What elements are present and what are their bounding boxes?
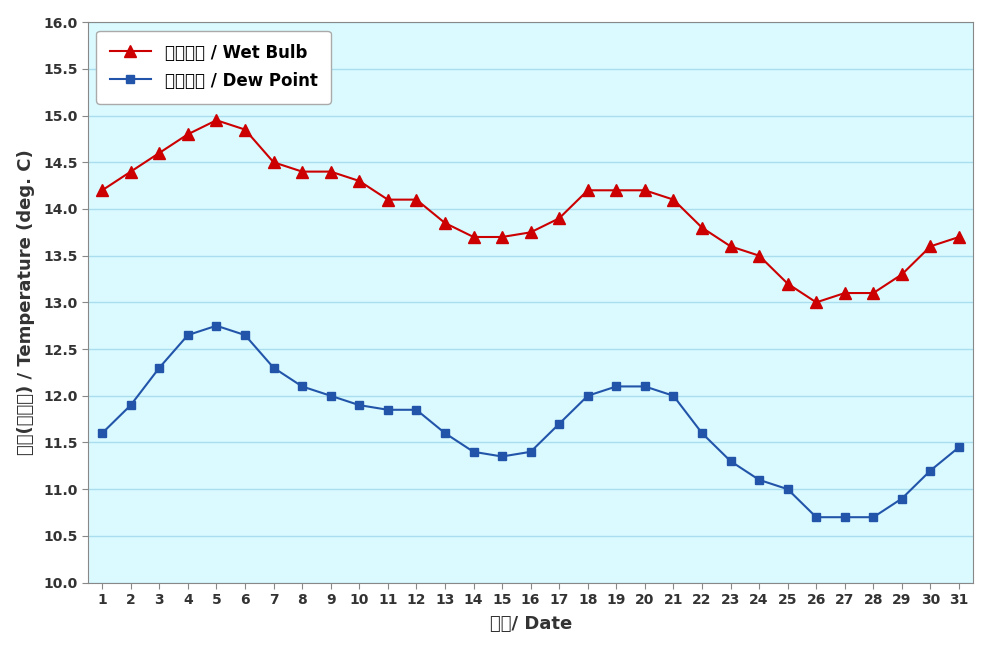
露點溫度 / Dew Point: [725, 457, 737, 465]
濥球溫度 / Wet Bulb: [582, 187, 594, 194]
濥球溫度 / Wet Bulb: [325, 168, 337, 176]
濥球溫度 / Wet Bulb: [296, 168, 308, 176]
濥球溫度 / Wet Bulb: [439, 219, 450, 227]
露點溫度 / Dew Point: [439, 429, 450, 437]
濥球溫度 / Wet Bulb: [667, 196, 679, 203]
露點溫度 / Dew Point: [867, 514, 879, 521]
濥球溫度 / Wet Bulb: [725, 242, 737, 250]
露點溫度 / Dew Point: [582, 392, 594, 400]
露點溫度 / Dew Point: [382, 406, 394, 413]
濥球溫度 / Wet Bulb: [353, 177, 365, 185]
濥球溫度 / Wet Bulb: [639, 187, 650, 194]
露點溫度 / Dew Point: [553, 420, 565, 428]
濥球溫度 / Wet Bulb: [211, 116, 223, 124]
濥球溫度 / Wet Bulb: [496, 233, 508, 241]
露點溫度 / Dew Point: [639, 383, 650, 391]
濥球溫度 / Wet Bulb: [525, 228, 537, 236]
露點溫度 / Dew Point: [411, 406, 423, 413]
露點溫度 / Dew Point: [267, 364, 279, 372]
露點溫度 / Dew Point: [211, 322, 223, 330]
濥球溫度 / Wet Bulb: [239, 125, 250, 133]
濥球溫度 / Wet Bulb: [953, 233, 965, 241]
露點溫度 / Dew Point: [525, 448, 537, 456]
濥球溫度 / Wet Bulb: [753, 252, 765, 259]
露點溫度 / Dew Point: [353, 401, 365, 409]
X-axis label: 日期/ Date: 日期/ Date: [489, 616, 572, 633]
露點溫度 / Dew Point: [153, 364, 165, 372]
濥球溫度 / Wet Bulb: [867, 289, 879, 297]
濥球溫度 / Wet Bulb: [553, 214, 565, 222]
露點溫度 / Dew Point: [925, 467, 937, 474]
濥球溫度 / Wet Bulb: [896, 270, 908, 278]
濥球溫度 / Wet Bulb: [125, 168, 137, 176]
露點溫度 / Dew Point: [953, 443, 965, 451]
濥球溫度 / Wet Bulb: [810, 298, 822, 306]
濥球溫度 / Wet Bulb: [96, 187, 108, 194]
露點溫度 / Dew Point: [467, 448, 479, 456]
濥球溫度 / Wet Bulb: [696, 224, 708, 231]
露點溫度 / Dew Point: [325, 392, 337, 400]
濥球溫度 / Wet Bulb: [925, 242, 937, 250]
濥球溫度 / Wet Bulb: [153, 149, 165, 157]
露點溫度 / Dew Point: [839, 514, 850, 521]
濥球溫度 / Wet Bulb: [411, 196, 423, 203]
露點溫度 / Dew Point: [611, 383, 623, 391]
濥球溫度 / Wet Bulb: [782, 280, 794, 287]
露點溫度 / Dew Point: [696, 429, 708, 437]
露點溫度 / Dew Point: [896, 495, 908, 502]
Line: 濥球溫度 / Wet Bulb: 濥球溫度 / Wet Bulb: [97, 114, 964, 308]
露點溫度 / Dew Point: [239, 331, 250, 339]
濥球溫度 / Wet Bulb: [382, 196, 394, 203]
濥球溫度 / Wet Bulb: [611, 187, 623, 194]
Legend: 濥球溫度 / Wet Bulb, 露點溫度 / Dew Point: 濥球溫度 / Wet Bulb, 露點溫度 / Dew Point: [96, 31, 331, 103]
露點溫度 / Dew Point: [810, 514, 822, 521]
露點溫度 / Dew Point: [182, 331, 194, 339]
露點溫度 / Dew Point: [753, 476, 765, 484]
露點溫度 / Dew Point: [667, 392, 679, 400]
露點溫度 / Dew Point: [96, 429, 108, 437]
濥球溫度 / Wet Bulb: [839, 289, 850, 297]
露點溫度 / Dew Point: [782, 486, 794, 493]
露點溫度 / Dew Point: [296, 383, 308, 391]
濥球溫度 / Wet Bulb: [182, 131, 194, 138]
露點溫度 / Dew Point: [125, 401, 137, 409]
濥球溫度 / Wet Bulb: [467, 233, 479, 241]
濥球溫度 / Wet Bulb: [267, 159, 279, 166]
露點溫度 / Dew Point: [496, 452, 508, 460]
Line: 露點溫度 / Dew Point: 露點溫度 / Dew Point: [98, 322, 963, 521]
Y-axis label: 溫度(攝氏度) / Temperature (deg. C): 溫度(攝氏度) / Temperature (deg. C): [17, 150, 35, 455]
